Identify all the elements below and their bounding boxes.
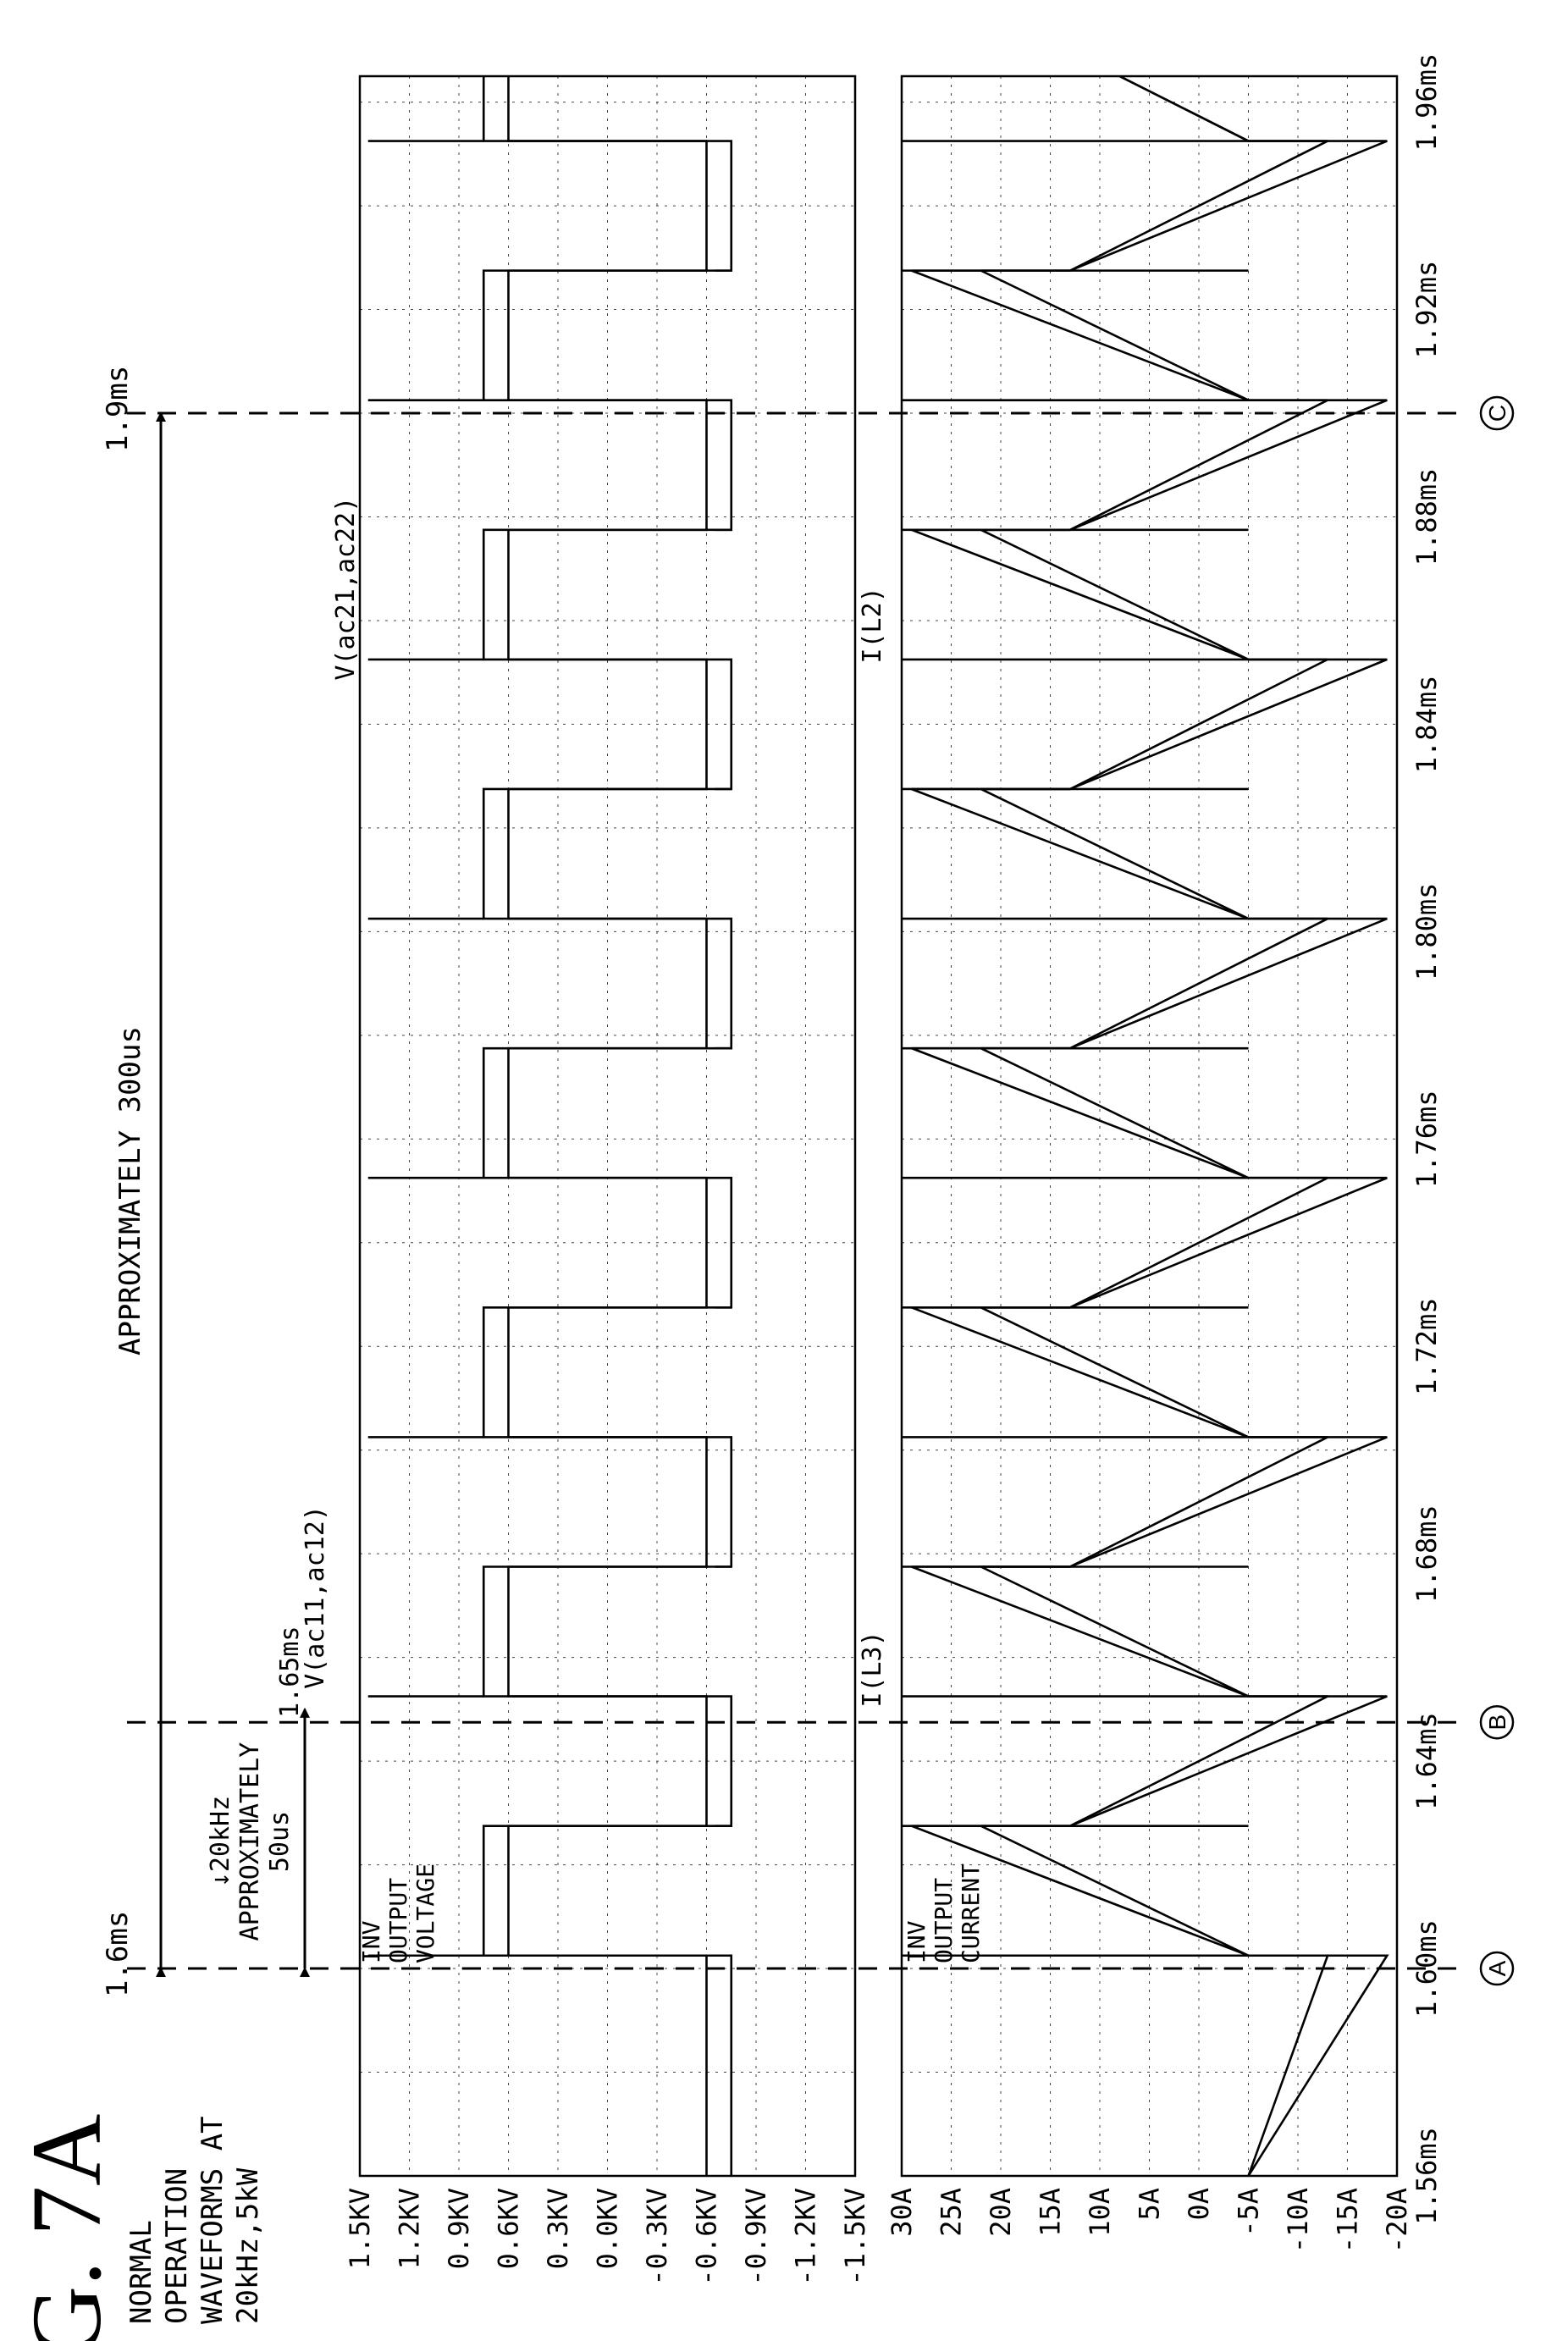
- y-tick-label: -10A: [1282, 2188, 1314, 2253]
- voltage-plot-frame: [358, 75, 857, 2178]
- y-tick-label: -5A: [1233, 2188, 1265, 2237]
- voltage-panel: 1.5KV 1.2KV 0.9KV 0.6KV 0.3KV 0.0KV -0.3KV -0.6…: [344, 75, 871, 2286]
- series-label-v1: V(ac11,ac12): [301, 1505, 330, 1689]
- y-tick-label: -20A: [1381, 2188, 1413, 2253]
- current-plot-frame: [900, 75, 1399, 2178]
- marker-labels: A B C: [1479, 395, 1515, 1986]
- inv-current-label-line: INV: [903, 1920, 930, 1963]
- marker-c-letter: C: [1484, 405, 1510, 422]
- y-tick-label: 0.3KV: [542, 2188, 574, 2269]
- y-tick-label: -1.2KV: [790, 2188, 822, 2286]
- series-label-i2: I(L2): [858, 587, 887, 663]
- marker-a-badge: A: [1479, 1951, 1515, 1986]
- y-tick-label: -0.9KV: [740, 2188, 772, 2286]
- current-grid: [901, 76, 1398, 2177]
- y-tick-label: 1.2KV: [394, 2188, 426, 2269]
- time-start-label: 1.6ms: [101, 1911, 135, 1997]
- current-y-tick-labels: 30A 25A 20A 15A 10A 5A 0A -5A -10A -15A -20A: [886, 2188, 1413, 2253]
- x-tick-label: 1.92ms: [1411, 261, 1443, 359]
- x-tick-label: 1.88ms: [1411, 468, 1443, 566]
- y-tick-label: 20A: [985, 2188, 1017, 2237]
- marker-c-badge: C: [1479, 395, 1515, 431]
- span-300us-label: APPROXIMATELY 300us: [113, 1026, 147, 1355]
- current-panel: 30A 25A 20A 15A 10A 5A 0A -5A -10A -15A -20A: [886, 75, 1413, 2253]
- time-end-label: 1.9ms: [101, 366, 135, 452]
- y-tick-label: 0A: [1183, 2188, 1215, 2221]
- freq-label-line: ↓20kHz: [206, 1796, 235, 1887]
- marker-a-letter: A: [1484, 1960, 1510, 1976]
- y-tick-label: 25A: [936, 2188, 968, 2237]
- y-tick-label: 1.5KV: [344, 2188, 376, 2269]
- y-tick-label: 0.0KV: [592, 2188, 624, 2269]
- inv-current-label-line: OUTPUT: [930, 1878, 958, 1963]
- inv-current-label-line: CURRENT: [957, 1863, 985, 1963]
- y-tick-label: 15A: [1035, 2188, 1067, 2237]
- caption-line: 20kHz,5kW: [231, 2167, 265, 2324]
- figure-caption: NORMAL OPERATION WAVEFORMS AT 20kHz,5kW: [124, 2116, 265, 2324]
- y-tick-label: 10A: [1084, 2188, 1116, 2237]
- voltage-series-line: [507, 76, 708, 2176]
- x-tick-label: 1.80ms: [1411, 883, 1443, 981]
- x-tick-label: 1.68ms: [1411, 1505, 1443, 1603]
- marker-b-letter: B: [1484, 1714, 1510, 1731]
- time-tick-labels: 1.56ms1.60ms1.64ms1.68ms1.72ms1.76ms1.80…: [1411, 53, 1443, 2225]
- inv-voltage-label-line: OUTPUT: [384, 1878, 412, 1963]
- y-tick-label: 0.9KV: [443, 2188, 475, 2269]
- x-tick-label: 1.72ms: [1411, 1297, 1443, 1395]
- caption-line: WAVEFORMS AT: [196, 2116, 229, 2324]
- y-tick-label: 30A: [886, 2188, 918, 2237]
- x-tick-label: 1.76ms: [1411, 1090, 1443, 1189]
- freq-label-line: 50us: [265, 1811, 295, 1872]
- series-label-v2: V(ac21,ac22): [331, 497, 361, 681]
- x-tick-label: 1.84ms: [1411, 676, 1443, 774]
- voltage-grid: [359, 76, 856, 2177]
- freq-label-line: APPROXIMATELY: [235, 1742, 265, 1941]
- y-tick-label: -0.6KV: [691, 2188, 723, 2286]
- x-tick-label: 1.64ms: [1411, 1712, 1443, 1810]
- voltage-y-tick-labels: 1.5KV 1.2KV 0.9KV 0.6KV 0.3KV 0.0KV -0.3KV -0.6…: [344, 2188, 871, 2286]
- inv-voltage-label-line: INV: [357, 1920, 385, 1963]
- figure-title: FIG. 7A: [11, 2114, 122, 2341]
- marker-b-badge: B: [1479, 1704, 1515, 1740]
- x-tick-label: 1.56ms: [1411, 2127, 1443, 2225]
- y-tick-label: 0.6KV: [493, 2188, 525, 2269]
- x-tick-label: 1.96ms: [1411, 53, 1443, 152]
- current-series-line: [980, 75, 1329, 2177]
- y-tick-label: 5A: [1134, 2188, 1166, 2221]
- y-tick-label: -15A: [1332, 2188, 1364, 2253]
- series-label-i3: I(L3): [858, 1631, 887, 1707]
- y-tick-label: -0.3KV: [641, 2188, 673, 2286]
- caption-line: OPERATION: [160, 2168, 194, 2324]
- y-tick-label: -1.5KV: [839, 2188, 871, 2286]
- voltage-waveforms: [367, 76, 733, 2176]
- inv-voltage-label-line: VOLTAGE: [411, 1863, 439, 1963]
- time-b-label: 1.65ms: [275, 1626, 305, 1718]
- caption-line: NORMAL: [124, 2220, 158, 2324]
- current-waveforms: [902, 75, 1389, 2177]
